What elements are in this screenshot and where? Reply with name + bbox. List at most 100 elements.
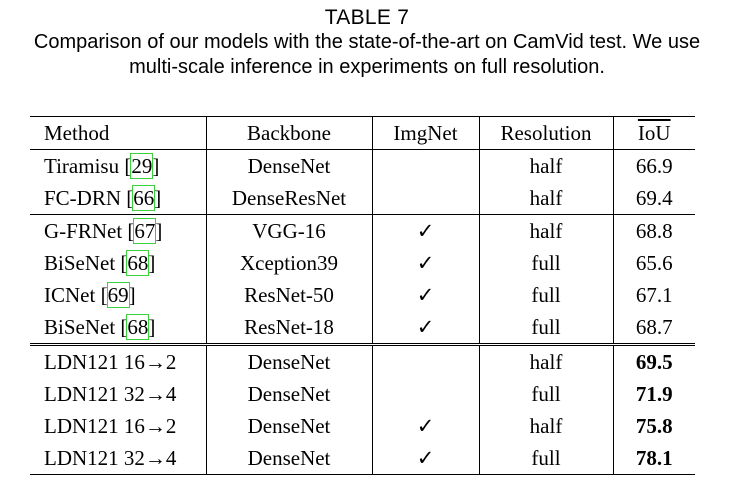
method-name: BiSeNet bbox=[44, 315, 116, 339]
cell-resolution-value: full bbox=[531, 251, 561, 275]
method-name: Tiramisu bbox=[44, 154, 120, 178]
citation-bracket: ] bbox=[155, 219, 163, 243]
table-body: Tiramisu [29] DenseNet half 66.9 FC-DRN [66]… bbox=[30, 149, 695, 475]
cell-backbone-value: ResNet-18 bbox=[244, 315, 334, 339]
cell-iou-value: 69.5 bbox=[635, 350, 673, 374]
cell-backbone-value: DenseNet bbox=[247, 154, 331, 178]
cell-method: Tiramisu [29] bbox=[30, 149, 207, 182]
citation-bracket: [ bbox=[100, 283, 108, 307]
citation-link[interactable]: 29 bbox=[130, 153, 154, 179]
method-name: LDN121 16→2 bbox=[44, 350, 177, 374]
comparison-table: Method Backbone ImgNet Resolution IoU Ti… bbox=[30, 116, 695, 475]
citation-bracket: ] bbox=[148, 315, 156, 339]
method-name: G-FRNet bbox=[44, 219, 123, 243]
table-row: FC-DRN [66] DenseResNet half 69.4 bbox=[30, 182, 695, 215]
cell-method: LDN121 16→2 bbox=[30, 343, 207, 378]
cell-iou: 68.7 bbox=[613, 311, 695, 345]
citation-bracket: [ bbox=[124, 154, 132, 178]
cell-imgnet: ✓ bbox=[372, 442, 480, 475]
cell-resolution-value: full bbox=[531, 283, 561, 307]
cell-imgnet bbox=[372, 149, 480, 182]
cell-imgnet-value: ✓ bbox=[416, 283, 435, 307]
cell-resolution: full bbox=[479, 442, 614, 475]
cell-backbone: DenseNet bbox=[206, 149, 373, 182]
cell-resolution-value: half bbox=[529, 219, 563, 243]
cell-resolution-value: full bbox=[531, 315, 561, 339]
cell-imgnet: ✓ bbox=[372, 279, 480, 311]
cell-iou: 68.8 bbox=[613, 214, 695, 247]
cell-backbone-value: DenseNet bbox=[247, 414, 331, 438]
cell-backbone-value: ResNet-50 bbox=[244, 283, 334, 307]
table-caption: TABLE 7 Comparison of our models with th… bbox=[0, 6, 734, 80]
cell-resolution: half bbox=[479, 149, 614, 182]
cell-iou-value: 78.1 bbox=[635, 446, 673, 470]
cell-imgnet bbox=[372, 182, 480, 215]
cell-iou: 69.5 bbox=[613, 343, 695, 378]
citation-link[interactable]: 66 bbox=[132, 185, 156, 211]
citation-bracket: ] bbox=[148, 251, 156, 275]
cell-iou-value: 68.7 bbox=[635, 315, 673, 339]
citation-link[interactable]: 68 bbox=[126, 250, 150, 276]
table-row: LDN121 16→2 DenseNet half 69.5 bbox=[30, 343, 695, 378]
citation-link[interactable]: 67 bbox=[133, 218, 157, 244]
cell-resolution-value: full bbox=[531, 446, 561, 470]
method-name: LDN121 16→2 bbox=[44, 414, 177, 438]
cell-backbone: ResNet-50 bbox=[206, 279, 373, 311]
cell-backbone: Xception39 bbox=[206, 247, 373, 279]
cell-backbone: DenseNet bbox=[206, 442, 373, 475]
cell-iou: 78.1 bbox=[613, 442, 695, 475]
cell-method: ICNet [69] bbox=[30, 279, 207, 311]
citation-link[interactable]: 69 bbox=[106, 282, 130, 308]
table-label: TABLE 7 bbox=[324, 6, 410, 29]
cell-imgnet-value: ✓ bbox=[416, 446, 435, 470]
cell-backbone-value: Xception39 bbox=[240, 251, 338, 275]
cell-backbone: DenseNet bbox=[206, 410, 373, 442]
cell-resolution-value: half bbox=[529, 186, 563, 210]
method-name: LDN121 32→4 bbox=[44, 382, 177, 406]
table-row: LDN121 16→2 DenseNet ✓ half 75.8 bbox=[30, 410, 695, 442]
citation-bracket: [ bbox=[120, 315, 128, 339]
cell-resolution: half bbox=[479, 410, 614, 442]
cell-method: BiSeNet [68] bbox=[30, 311, 207, 345]
cell-imgnet-value: ✓ bbox=[416, 414, 435, 438]
cell-resolution-value: full bbox=[531, 382, 561, 406]
cell-imgnet: ✓ bbox=[372, 214, 480, 247]
table-row: LDN121 32→4 DenseNet full 71.9 bbox=[30, 378, 695, 410]
table-row: LDN121 32→4 DenseNet ✓ full 78.1 bbox=[30, 442, 695, 475]
method-name: LDN121 32→4 bbox=[44, 446, 177, 470]
header-iou-text: IoU bbox=[637, 120, 671, 145]
cell-backbone: VGG-16 bbox=[206, 214, 373, 247]
cell-method: LDN121 16→2 bbox=[30, 410, 207, 442]
cell-resolution: half bbox=[479, 343, 614, 378]
cell-iou-value: 71.9 bbox=[635, 382, 673, 406]
cell-backbone: DenseNet bbox=[206, 343, 373, 378]
header-row: Method Backbone ImgNet Resolution IoU bbox=[30, 116, 695, 150]
cell-resolution: full bbox=[479, 311, 614, 345]
cell-iou: 69.4 bbox=[613, 182, 695, 215]
citation-bracket: ] bbox=[152, 154, 160, 178]
cell-imgnet: ✓ bbox=[372, 247, 480, 279]
cell-iou: 71.9 bbox=[613, 378, 695, 410]
cell-backbone: DenseNet bbox=[206, 378, 373, 410]
table-row: BiSeNet [68] Xception39 ✓ full 65.6 bbox=[30, 247, 695, 279]
cell-backbone: ResNet-18 bbox=[206, 311, 373, 345]
header-method: Method bbox=[30, 116, 207, 150]
cell-iou-value: 69.4 bbox=[635, 186, 673, 210]
cell-imgnet: ✓ bbox=[372, 311, 480, 345]
table-row: BiSeNet [68] ResNet-18 ✓ full 68.7 bbox=[30, 311, 695, 345]
cell-imgnet bbox=[372, 343, 480, 378]
cell-iou-value: 66.9 bbox=[635, 154, 673, 178]
method-name: FC-DRN bbox=[44, 186, 122, 210]
cell-resolution: full bbox=[479, 247, 614, 279]
table-row: G-FRNet [67] VGG-16 ✓ half 68.8 bbox=[30, 214, 695, 247]
cell-imgnet-value: ✓ bbox=[416, 251, 435, 275]
method-name: BiSeNet bbox=[44, 251, 116, 275]
cell-resolution: half bbox=[479, 214, 614, 247]
citation-link[interactable]: 68 bbox=[126, 314, 150, 340]
cell-method: LDN121 32→4 bbox=[30, 378, 207, 410]
cell-backbone-value: DenseNet bbox=[247, 382, 331, 406]
cell-resolution: half bbox=[479, 182, 614, 215]
cell-iou-value: 65.6 bbox=[635, 251, 673, 275]
cell-resolution-value: half bbox=[529, 414, 563, 438]
cell-backbone-value: DenseResNet bbox=[231, 186, 347, 210]
